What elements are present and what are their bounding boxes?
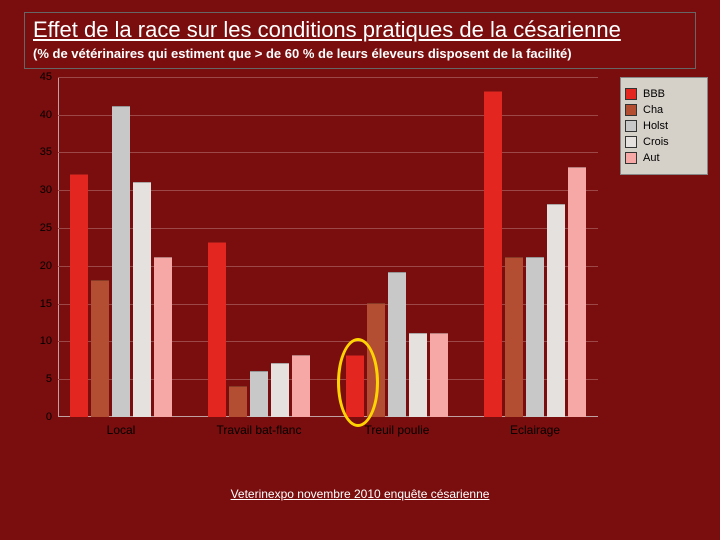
legend-item: Aut bbox=[625, 152, 703, 164]
legend-swatch bbox=[625, 136, 637, 148]
legend-label: BBB bbox=[643, 88, 665, 100]
slide-title: Effet de la race sur les conditions prat… bbox=[33, 17, 687, 42]
slide-subtitle: (% de vétérinaires qui estiment que > de… bbox=[33, 46, 687, 62]
legend-item: Cha bbox=[625, 104, 703, 116]
ytick-label: 15 bbox=[40, 298, 52, 310]
bar-Holst-1 bbox=[250, 371, 268, 417]
ytick-label: 35 bbox=[40, 146, 52, 158]
legend-swatch bbox=[625, 104, 637, 116]
legend-swatch bbox=[625, 152, 637, 164]
legend-label: Crois bbox=[643, 136, 669, 148]
bar-BBB-1 bbox=[208, 242, 226, 417]
bar-Crois-0 bbox=[133, 182, 151, 417]
legend-swatch bbox=[625, 88, 637, 100]
bar-Holst-0 bbox=[112, 106, 130, 417]
bar-Holst-2 bbox=[388, 272, 406, 417]
legend-swatch bbox=[625, 120, 637, 132]
ytick-label: 30 bbox=[40, 184, 52, 196]
ytick-label: 40 bbox=[40, 109, 52, 121]
title-box: Effet de la race sur les conditions prat… bbox=[24, 12, 696, 69]
ytick-label: 45 bbox=[40, 71, 52, 83]
bar-Cha-1 bbox=[229, 386, 247, 417]
legend-label: Cha bbox=[643, 104, 663, 116]
legend-item: Crois bbox=[625, 136, 703, 148]
footer-text: Veterinexpo novembre 2010 enquête césari… bbox=[0, 487, 720, 501]
plot-area: 051015202530354045LocalTravail bat-flanc… bbox=[58, 77, 598, 417]
legend-label: Aut bbox=[643, 152, 660, 164]
bar-Crois-3 bbox=[547, 204, 565, 417]
ytick-label: 5 bbox=[46, 373, 52, 385]
bar-BBB-0 bbox=[70, 174, 88, 417]
gridline bbox=[58, 152, 598, 153]
gridline bbox=[58, 115, 598, 116]
ytick-label: 10 bbox=[40, 335, 52, 347]
xtick-label: Local bbox=[107, 423, 136, 437]
bar-Cha-3 bbox=[505, 257, 523, 417]
xtick-label: Treuil poulie bbox=[365, 423, 430, 437]
xtick-label: Travail bat-flanc bbox=[217, 423, 302, 437]
xtick-label: Eclairage bbox=[510, 423, 560, 437]
highlight-ellipse bbox=[337, 338, 379, 426]
legend-label: Holst bbox=[643, 120, 668, 132]
ytick-label: 0 bbox=[46, 411, 52, 423]
bar-Holst-3 bbox=[526, 257, 544, 417]
ytick-label: 20 bbox=[40, 260, 52, 272]
bar-Aut-2 bbox=[430, 333, 448, 417]
legend: BBB Cha Holst Crois Aut bbox=[620, 77, 708, 175]
legend-item: BBB bbox=[625, 88, 703, 100]
bar-Crois-2 bbox=[409, 333, 427, 417]
bar-Aut-1 bbox=[292, 355, 310, 416]
ytick-label: 25 bbox=[40, 222, 52, 234]
chart-area: 0 5 10 15 20 25 30 35 40 45 Local Travail bat-flanc… bbox=[12, 73, 708, 453]
legend-item: Holst bbox=[625, 120, 703, 132]
gridline bbox=[58, 77, 598, 78]
y-axis bbox=[58, 77, 59, 417]
bar-Aut-3 bbox=[568, 167, 586, 417]
bar-Aut-0 bbox=[154, 257, 172, 417]
bar-Cha-0 bbox=[91, 280, 109, 417]
bar-BBB-3 bbox=[484, 91, 502, 417]
bar-Crois-1 bbox=[271, 363, 289, 417]
